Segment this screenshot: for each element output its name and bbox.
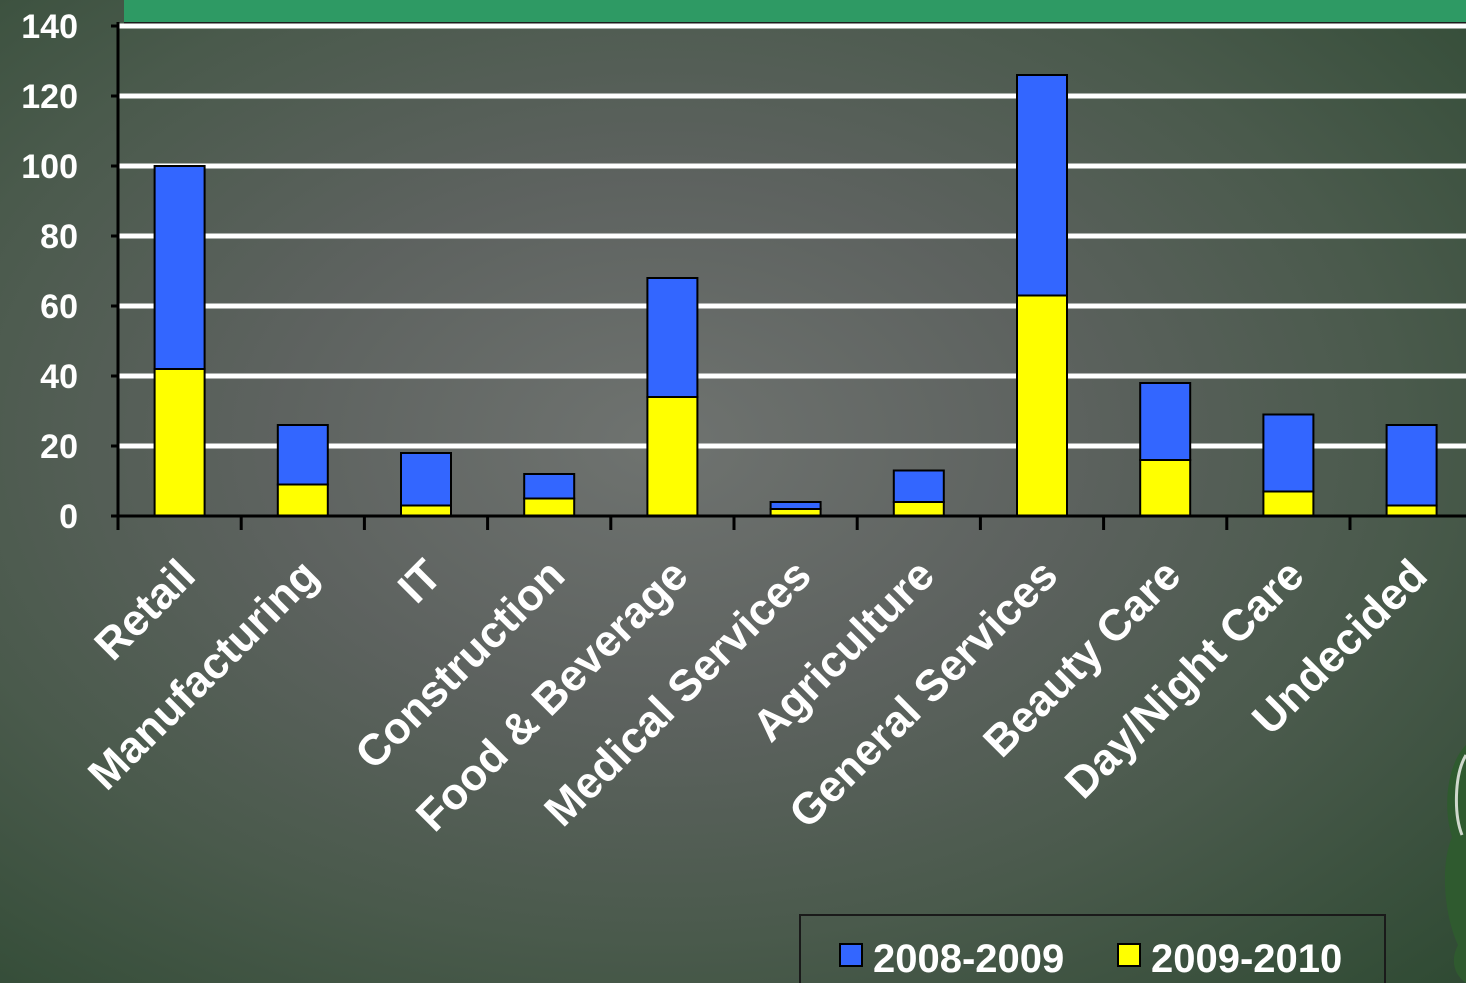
legend-label: 2009-2010	[1151, 937, 1342, 981]
y-tick-label: 120	[21, 78, 78, 116]
leaf-decoration-icon	[1444, 745, 1466, 983]
bar-segment	[892, 469, 945, 503]
bar-segment	[1139, 459, 1192, 517]
bar-segment	[1016, 74, 1068, 297]
bar-segment	[1262, 413, 1315, 493]
bar-segment	[276, 483, 329, 517]
axes	[111, 22, 1466, 530]
bar-segment	[1139, 382, 1192, 461]
legend-swatch	[839, 943, 863, 967]
bar-segment	[400, 452, 452, 507]
x-category-label: Construction	[346, 550, 574, 778]
legend-label: 2008-2009	[873, 937, 1064, 981]
bar-segment	[1385, 504, 1438, 517]
bar-segment	[153, 368, 206, 517]
y-tick-label: 20	[40, 428, 78, 466]
bar-segment	[769, 501, 822, 510]
bar-segment	[646, 396, 699, 517]
bar-segment	[1385, 424, 1438, 507]
bar-segment	[153, 165, 206, 370]
y-axis-tick-labels: 0 20 40 60 80 100 120 140	[21, 8, 78, 536]
bar-segment	[1262, 490, 1315, 517]
legend-box	[799, 914, 1386, 983]
bar-segment	[276, 424, 329, 486]
bars	[153, 74, 1438, 517]
y-tick-label: 0	[59, 498, 78, 536]
x-category-label: Retail	[85, 550, 204, 669]
y-tick-label: 140	[21, 8, 78, 46]
legend: 2008-2009 2009-2010	[799, 914, 1386, 983]
bar-segment	[1016, 294, 1068, 517]
bar-segment	[400, 504, 452, 517]
y-tick-label: 100	[21, 148, 78, 186]
bar-segment	[523, 473, 576, 500]
bar-segment	[892, 501, 945, 517]
y-tick-label: 80	[40, 218, 78, 256]
legend-swatch	[1117, 943, 1141, 967]
y-tick-label: 40	[40, 358, 78, 396]
bar-segment	[523, 497, 576, 517]
gridlines	[118, 23, 1466, 449]
bar-segment	[646, 277, 699, 398]
x-category-label: Manufacturing	[79, 550, 328, 799]
x-category-label: IT	[389, 550, 451, 612]
y-tick-label: 60	[40, 288, 78, 326]
